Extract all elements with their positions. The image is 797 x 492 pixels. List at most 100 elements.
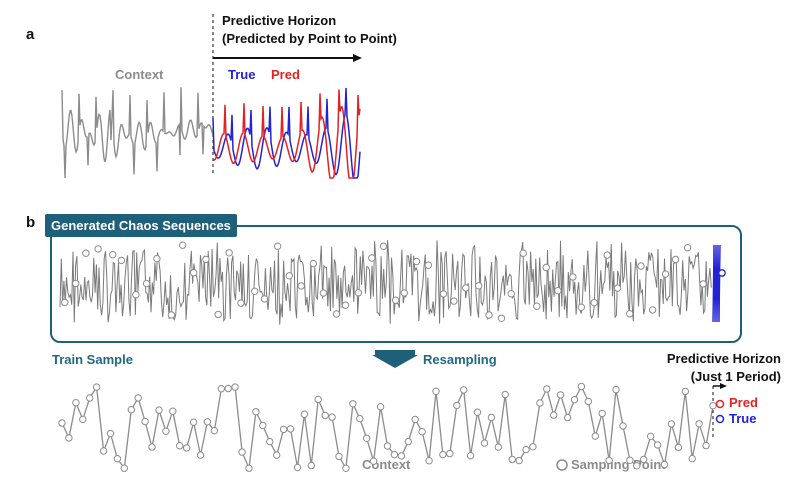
train-sample-point <box>134 394 142 402</box>
true-legend-marker <box>715 414 725 424</box>
train-sample-line <box>61 385 714 471</box>
generated-sampling-point <box>424 261 432 269</box>
generated-sampling-point <box>260 295 269 303</box>
generated-sampling-point <box>179 241 187 249</box>
predictive-horizon-b-line2: (Just 1 Period) <box>690 369 781 384</box>
train-sample-point <box>196 451 205 459</box>
generated-sampling-point <box>661 270 670 278</box>
train-sample-point <box>314 395 322 404</box>
context-line-a <box>61 87 214 179</box>
train-sample-point <box>342 464 350 472</box>
generated-sampling-point <box>61 298 69 307</box>
generated-sampling-point <box>450 297 458 305</box>
train-sample-label: Train Sample <box>52 352 133 367</box>
train-sample-point <box>390 450 399 459</box>
train-sample-point <box>550 411 558 419</box>
train-sample-point <box>667 420 676 428</box>
train-sample-point <box>127 406 136 414</box>
generated-sampling-point <box>225 249 233 257</box>
train-sample-point <box>556 391 565 399</box>
generated-sampling-point <box>497 314 506 322</box>
generated-sampling-point <box>332 310 341 318</box>
train-sample-point <box>252 408 260 416</box>
train-sample-point <box>453 401 461 410</box>
generated-sampling-point <box>82 249 90 257</box>
train-sample-point <box>376 403 385 411</box>
generated-sampling-point <box>554 287 562 295</box>
train-sample-point <box>183 444 191 452</box>
true-label-b: True <box>729 411 757 426</box>
generated-sampling-point <box>354 289 363 297</box>
generated-sampling-point <box>379 242 388 250</box>
train-sample-point <box>279 425 288 434</box>
generated-sampling-point <box>142 279 151 288</box>
train-sample-point <box>328 413 336 421</box>
train-sample-point <box>473 408 482 416</box>
generated-sampling-point <box>485 311 493 319</box>
train-sample-point <box>286 425 295 433</box>
generated-true-point <box>718 269 726 277</box>
train-sample-point <box>300 410 309 418</box>
generated-sampling-point <box>577 303 585 311</box>
generated-sampling-point <box>391 296 400 304</box>
generated-sampling-point <box>590 298 598 307</box>
generated-sampling-point <box>507 290 515 298</box>
true-line-a <box>212 87 361 179</box>
generated-sampling-point <box>519 249 527 257</box>
horizon-b-arrow-head <box>720 383 727 389</box>
train-sample-point <box>155 406 163 414</box>
train-sample-point <box>404 437 412 446</box>
train-sample-point <box>92 383 101 391</box>
train-sample-point <box>598 409 606 418</box>
train-sample-point <box>494 443 502 451</box>
generated-sampling-point <box>542 263 550 272</box>
train-sample-point <box>72 399 80 407</box>
generated-sampling-point <box>462 284 470 292</box>
generated-sampling-point <box>439 290 448 298</box>
train-sample-point <box>584 397 592 406</box>
train-sample-point <box>681 387 689 396</box>
train-sample-point <box>189 418 198 426</box>
true-series-a <box>212 87 361 179</box>
resampling-arrow-head <box>372 355 418 368</box>
pred-line-a <box>212 89 361 179</box>
train-sample-point <box>383 442 392 450</box>
generated-sampling-points <box>61 241 707 322</box>
generated-sampling-point <box>683 244 692 252</box>
generated-line <box>59 240 712 325</box>
train-sample-point <box>335 452 343 461</box>
generated-sampling-point <box>309 259 318 268</box>
train-sample-point <box>529 443 537 451</box>
context-label-a: Context <box>115 67 164 82</box>
train-sample-point <box>619 422 627 430</box>
train-sample-point <box>238 448 246 456</box>
train-sample-point <box>79 415 87 424</box>
train-sample-point <box>432 387 440 395</box>
train-sample-point <box>148 443 156 451</box>
train-sample-point <box>570 396 579 404</box>
train-sample-point <box>293 463 302 472</box>
pred-label-a: Pred <box>271 67 300 82</box>
train-sample-point <box>439 450 447 459</box>
train-sample-point <box>113 455 122 463</box>
train-sample-point <box>141 417 149 426</box>
panel-b-label: b <box>26 214 36 231</box>
generated-sampling-point <box>368 254 376 262</box>
train-sample-point <box>217 385 226 393</box>
train-sample-point <box>702 441 710 450</box>
train-sample-point <box>58 419 66 427</box>
train-sample-point <box>446 449 454 458</box>
resampling-arrow-bar <box>375 350 415 355</box>
horizon-arrow-head <box>353 54 362 62</box>
train-sample-point <box>647 432 655 440</box>
generated-sampling-point <box>285 272 293 280</box>
train-sample-point <box>563 413 572 422</box>
train-sample-point <box>577 382 586 391</box>
train-sample-point <box>501 390 509 399</box>
generated-sampling-point <box>167 311 176 319</box>
train-sample-point <box>487 413 496 422</box>
train-sample-point <box>688 454 696 463</box>
predictive-horizon-b-line1: Predictive Horizon <box>666 351 781 366</box>
generated-sampling-point <box>699 280 707 288</box>
